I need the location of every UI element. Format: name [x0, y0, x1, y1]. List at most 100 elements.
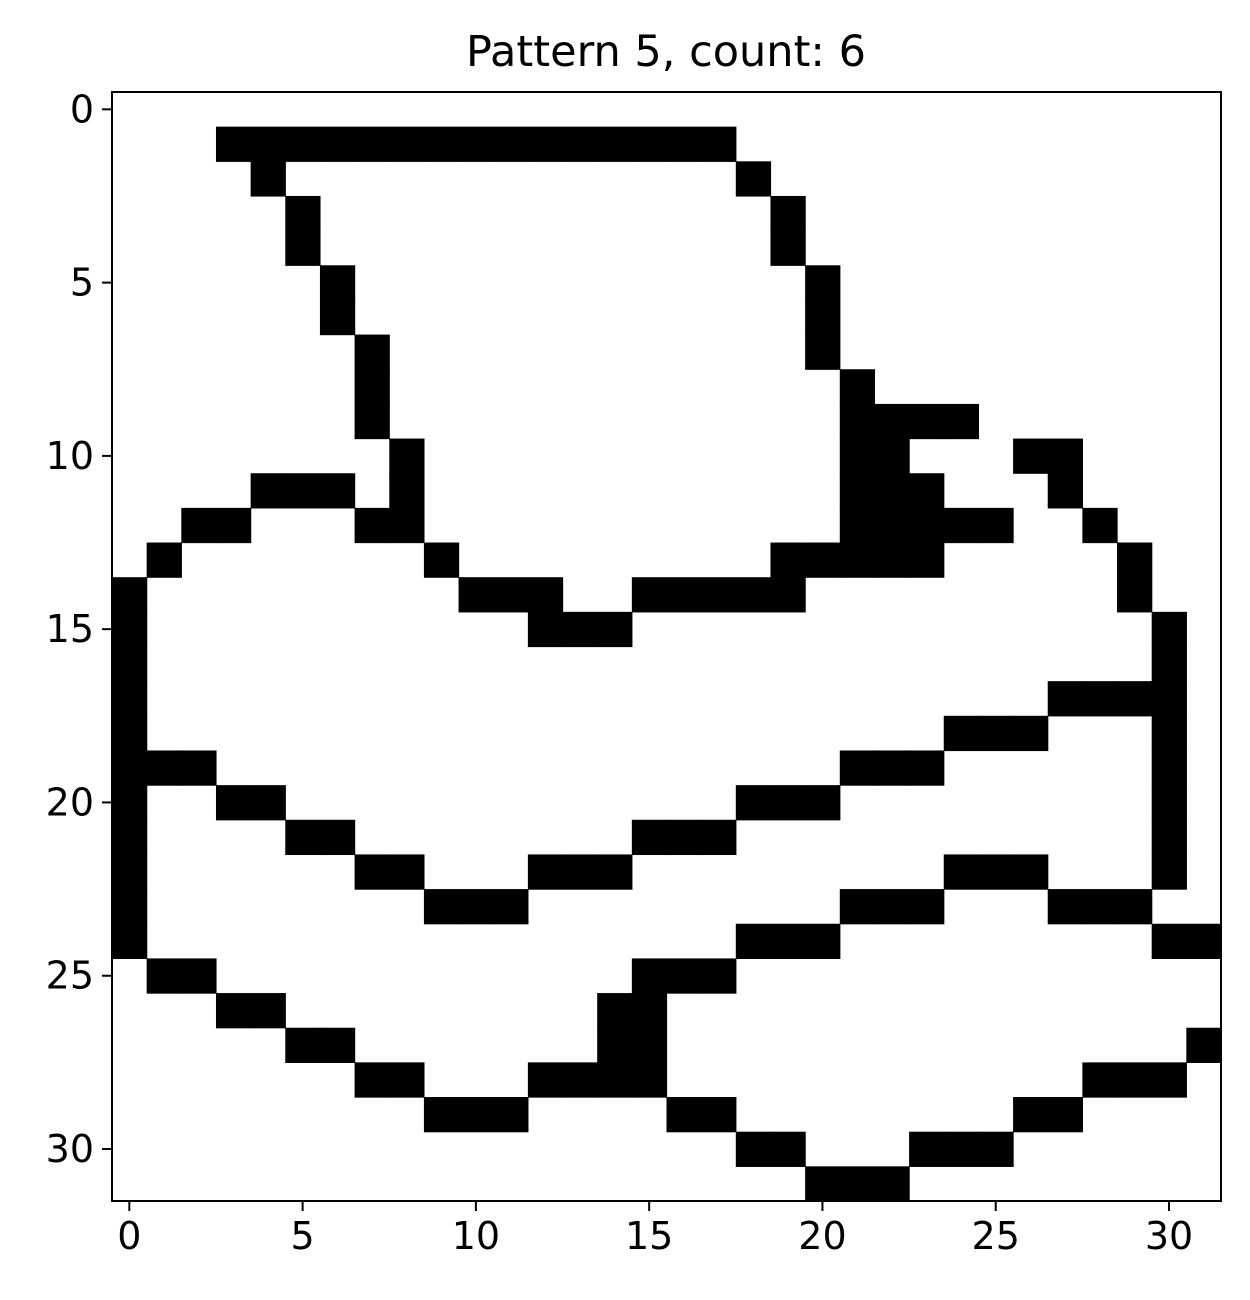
- heatmap-cell: [285, 126, 321, 162]
- heatmap-cell: [215, 507, 252, 544]
- y-tick-label: 10: [46, 434, 94, 478]
- heatmap-cell: [735, 785, 772, 821]
- heatmap-cell: [597, 611, 633, 648]
- heatmap-cell: [1082, 1062, 1118, 1098]
- heatmap-cell: [805, 1166, 841, 1202]
- heatmap-cell: [250, 993, 286, 1029]
- x-tick-label: 30: [1145, 1214, 1193, 1258]
- heatmap-cell: [250, 161, 286, 197]
- heatmap-cell: [319, 473, 356, 509]
- heatmap-cell: [285, 819, 321, 856]
- heatmap-cell: [909, 1131, 945, 1167]
- heatmap-cell: [805, 265, 841, 301]
- heatmap-cell: [805, 334, 841, 370]
- heatmap-cell: [735, 923, 772, 960]
- heatmap-cell: [562, 126, 598, 162]
- heatmap-cell: [1082, 507, 1118, 544]
- heatmap-cell: [250, 126, 286, 162]
- heatmap-cell: [112, 889, 148, 925]
- heatmap-cell: [527, 611, 564, 648]
- heatmap-cell: [839, 369, 876, 405]
- heatmap-cell: [701, 126, 737, 162]
- heatmap-cell: [909, 473, 945, 509]
- x-axis: 0 5 10 15 20 25 30: [117, 1201, 1193, 1258]
- heatmap-cell: [527, 854, 564, 890]
- heatmap-cell: [1013, 854, 1049, 890]
- heatmap-cell: [597, 1062, 633, 1098]
- heatmap-cell: [354, 403, 390, 440]
- heatmap-cell: [874, 473, 910, 509]
- heatmap-cell: [1082, 681, 1118, 717]
- heatmap-cell: [1117, 1062, 1153, 1098]
- heatmap-cell: [285, 1027, 321, 1063]
- heatmap-cell: [389, 1062, 425, 1098]
- heatmap-cell: [112, 646, 148, 682]
- heatmap-cell: [1151, 854, 1187, 890]
- x-tick-label: 0: [117, 1214, 141, 1258]
- heatmap-cell: [527, 126, 564, 162]
- heatmap-cell: [874, 542, 910, 578]
- heatmap-cell: [1117, 577, 1153, 613]
- heatmap-cell: [735, 1131, 772, 1167]
- heatmap-cell: [215, 993, 252, 1029]
- heatmap-cell: [874, 889, 910, 925]
- heatmap-cell: [978, 507, 1014, 544]
- heatmap-cell: [112, 785, 148, 821]
- heatmap-cell: [285, 195, 321, 232]
- heatmap-cell: [631, 1027, 668, 1063]
- heatmap-cell: [1151, 611, 1187, 648]
- heatmap-cell: [978, 854, 1014, 890]
- heatmap-cell: [1047, 473, 1083, 509]
- heatmap-cell: [112, 819, 148, 856]
- heatmap-cell: [112, 577, 148, 613]
- heatmap-cell: [943, 715, 980, 752]
- heatmap-cell: [112, 611, 148, 648]
- heatmap-cell: [874, 507, 910, 544]
- heatmap-cell: [146, 542, 182, 578]
- heatmap-cell: [389, 126, 425, 162]
- x-tick-label: 5: [291, 1214, 315, 1258]
- heatmap-cell: [319, 819, 356, 856]
- heatmap-cell: [631, 993, 668, 1029]
- heatmap-cell: [112, 715, 148, 752]
- heatmap-cell: [666, 1097, 702, 1133]
- heatmap-cell: [215, 126, 252, 162]
- heatmap-cell: [805, 923, 841, 960]
- heatmap-cell: [354, 854, 390, 890]
- heatmap-cell: [1013, 1097, 1049, 1133]
- heatmap-cell: [458, 126, 494, 162]
- heatmap-cell: [1047, 438, 1083, 474]
- heatmap-cell: [839, 507, 876, 544]
- heatmap-cell: [354, 1062, 390, 1098]
- heatmap-cell: [666, 819, 702, 856]
- heatmap-cell: [874, 750, 910, 786]
- heatmap-cell: [250, 785, 286, 821]
- heatmap-cell: [527, 577, 564, 613]
- heatmap-cell: [666, 577, 702, 613]
- heatmap-cell: [493, 126, 529, 162]
- heatmap-cell: [805, 299, 841, 336]
- plot-frame: [111, 91, 1222, 1202]
- heatmap-cell: [1151, 1062, 1187, 1098]
- heatmap-cell: [112, 681, 148, 717]
- heatmap-cell: [701, 577, 737, 613]
- heatmap-cell: [1151, 646, 1187, 682]
- heatmap-cell: [1117, 542, 1153, 578]
- heatmap-cell: [770, 230, 806, 266]
- heatmap-cell: [250, 473, 286, 509]
- heatmap-cell: [909, 889, 945, 925]
- heatmap-cell: [1186, 1027, 1222, 1063]
- heatmap-cell: [562, 611, 598, 648]
- x-tick-label: 20: [798, 1214, 846, 1258]
- heatmap-cell: [597, 993, 633, 1029]
- heatmap-cell: [631, 126, 668, 162]
- heatmap-cell: [943, 1131, 980, 1167]
- heatmap-cell: [1117, 681, 1153, 717]
- heatmap-cell: [389, 854, 425, 890]
- heatmap-cell: [874, 1166, 910, 1202]
- heatmap-cells: [112, 126, 1222, 1202]
- heatmap-cell: [1151, 715, 1187, 752]
- heatmap-cell: [770, 577, 806, 613]
- heatmap-cell: [909, 403, 945, 440]
